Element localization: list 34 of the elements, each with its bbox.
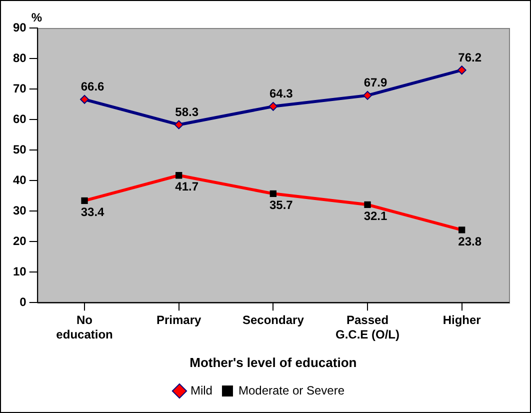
y-tick-label: 70 [12,81,27,96]
data-label: 76.2 [458,50,482,64]
legend-label: Mild [190,383,212,398]
y-tick-label: 30 [12,203,27,218]
x-tick-label: Passed G.C.E (O/L) [336,313,400,342]
y-tick-label: 20 [12,234,27,248]
data-label: 67.9 [364,76,388,90]
point [268,102,278,111]
point [174,120,184,130]
x-axis-title: Mother's level of education [190,354,357,370]
data-label: 35.7 [269,198,294,212]
data-label: 32.1 [364,208,388,223]
y-tick-label: 60 [12,112,27,126]
point [457,66,466,75]
legend-label: Moderate or Severe [238,383,345,398]
data-label: 33.4 [80,205,105,220]
point [363,90,372,100]
y-tick-label: 90 [12,20,27,34]
y-tick-label: 0 [20,294,27,309]
data-label: 58.3 [175,105,199,120]
data-label: 41.7 [175,180,199,194]
y-tick-label: 40 [12,172,27,187]
point [80,94,90,104]
y-tick-label: 50 [12,142,27,156]
data-label: 66.6 [80,80,105,94]
data-label: 64.3 [269,86,294,101]
x-tick-label: No education [56,313,113,342]
y-tick-label: 80 [12,50,27,65]
x-tick-label: Secondary [242,313,304,328]
y-tick-label: 10 [12,264,27,278]
x-tick-label: Higher [442,313,482,328]
y-axis-title: % [31,10,42,24]
data-label: 23.8 [458,234,482,248]
x-tick-label: Primary [156,313,202,328]
